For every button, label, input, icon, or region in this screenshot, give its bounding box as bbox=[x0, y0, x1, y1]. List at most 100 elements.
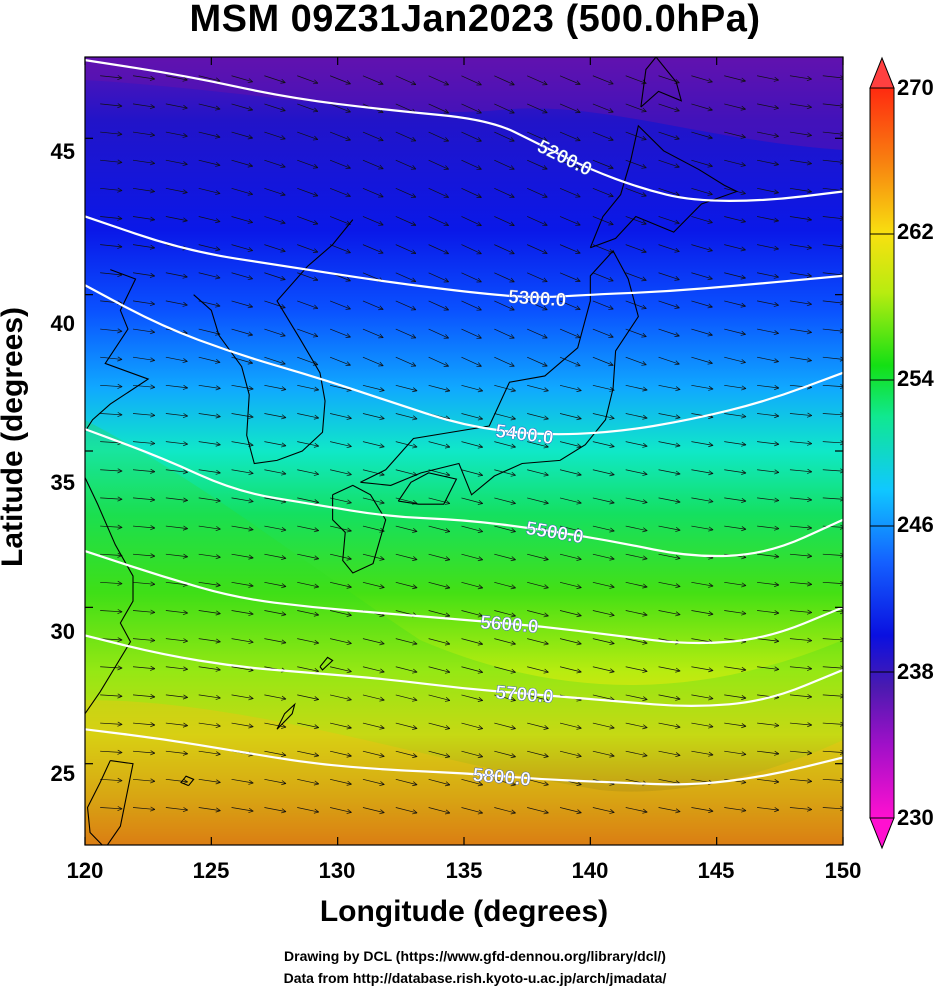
wind-arrow bbox=[297, 722, 319, 728]
wind-arrow-head bbox=[183, 384, 188, 389]
wind-arrow-head bbox=[774, 669, 780, 672]
wind-arrow-head bbox=[248, 359, 253, 364]
wind-arrow-head bbox=[577, 752, 582, 757]
wind-arrow-head bbox=[643, 499, 648, 503]
wind-arrow-head bbox=[741, 528, 747, 532]
wind-arrow bbox=[198, 103, 221, 110]
wind-arrow bbox=[592, 722, 615, 729]
wind-arrow-head bbox=[215, 362, 221, 364]
wind-arrow-head bbox=[215, 133, 221, 138]
wind-arrow-head bbox=[379, 249, 384, 254]
wind-arrow-head bbox=[247, 306, 253, 309]
wind-arrow-head bbox=[478, 668, 483, 673]
wind-arrow-head bbox=[281, 135, 286, 140]
wind-arrow bbox=[527, 75, 548, 86]
wind-arrow bbox=[691, 497, 714, 503]
wind-arrow-head bbox=[150, 527, 156, 531]
wind-arrow-head bbox=[740, 137, 746, 139]
wind-arrow-head bbox=[380, 387, 385, 391]
wind-arrow bbox=[559, 413, 582, 420]
wind-arrow bbox=[461, 807, 483, 814]
wind-arrow-head bbox=[675, 726, 681, 729]
wind-arrow bbox=[428, 384, 450, 392]
wind-arrow-head bbox=[346, 79, 351, 85]
wind-arrow-head bbox=[774, 612, 780, 616]
wind-arrow bbox=[658, 666, 681, 672]
wind-arrow-head bbox=[478, 80, 482, 86]
wind-arrow-head bbox=[313, 417, 319, 420]
wind-arrow bbox=[362, 328, 384, 338]
wind-arrow-head bbox=[741, 469, 747, 474]
wind-arrow bbox=[165, 216, 188, 222]
wind-arrow bbox=[132, 497, 155, 501]
wind-arrow-head bbox=[773, 79, 779, 82]
wind-arrow bbox=[789, 159, 812, 164]
wind-arrow bbox=[428, 666, 450, 673]
wind-arrow-head bbox=[248, 782, 254, 785]
wind-arrow-head bbox=[412, 671, 418, 674]
wind-arrow bbox=[198, 638, 221, 643]
wind-arrow bbox=[100, 525, 123, 528]
wind-arrow bbox=[330, 807, 352, 813]
wind-arrow-head bbox=[183, 413, 188, 417]
wind-arrow-head bbox=[117, 133, 123, 137]
wind-arrow-head bbox=[741, 133, 746, 138]
wind-arrow bbox=[494, 131, 515, 142]
wind-arrow-head bbox=[774, 105, 779, 109]
wind-arrow-head bbox=[609, 530, 615, 533]
wind-arrow-head bbox=[215, 556, 221, 560]
wind-arrow-head bbox=[281, 332, 286, 337]
wind-arrow-head bbox=[740, 249, 746, 252]
wind-arrow-head bbox=[774, 330, 779, 334]
wind-arrow bbox=[428, 328, 449, 339]
wind-arrow bbox=[559, 384, 582, 391]
wind-arrow-head bbox=[117, 105, 123, 109]
wind-arrow bbox=[264, 750, 287, 756]
wind-arrow-head bbox=[511, 499, 516, 504]
contour-label: 5800.0 bbox=[472, 765, 532, 791]
wind-arrow-head bbox=[511, 471, 516, 476]
wind-arrow bbox=[559, 216, 581, 226]
wind-arrow-head bbox=[445, 362, 449, 367]
wind-arrow bbox=[494, 553, 516, 561]
wind-arrow-head bbox=[281, 414, 287, 418]
wind-arrow-head bbox=[412, 446, 418, 449]
wind-arrow bbox=[559, 188, 581, 198]
wind-arrow-head bbox=[577, 471, 582, 476]
wind-arrow bbox=[527, 666, 549, 673]
wind-arrow-head bbox=[313, 642, 319, 645]
wind-arrow bbox=[757, 216, 779, 222]
wind-arrow-head bbox=[740, 221, 746, 224]
wind-arrow bbox=[198, 469, 221, 474]
wind-arrow bbox=[494, 356, 515, 367]
wind-arrow-head bbox=[741, 274, 746, 279]
wind-arrow bbox=[789, 131, 812, 136]
wind-arrow-head bbox=[773, 220, 779, 223]
wind-arrow-head bbox=[183, 807, 188, 811]
wind-arrow-head bbox=[643, 808, 648, 813]
wind-arrow bbox=[329, 216, 351, 225]
wind-arrow-head bbox=[675, 470, 681, 475]
wind-arrow bbox=[822, 750, 843, 753]
wind-arrow-head bbox=[543, 80, 548, 85]
wind-arrow bbox=[100, 553, 123, 556]
wind-arrow-head bbox=[610, 696, 615, 701]
warm-tongue-shade bbox=[85, 420, 843, 845]
wind-arrow-head bbox=[708, 190, 713, 195]
wind-arrow-head bbox=[445, 668, 451, 673]
wind-arrow-head bbox=[708, 162, 713, 167]
wind-arrow-head bbox=[281, 726, 287, 729]
wind-arrow-head bbox=[117, 356, 123, 360]
wind-arrow-head bbox=[774, 245, 779, 250]
wind-arrow-head bbox=[478, 471, 483, 476]
wind-arrow-head bbox=[576, 361, 581, 367]
wind-arrow-head bbox=[314, 752, 319, 757]
wind-arrow bbox=[822, 581, 843, 585]
wind-arrow-head bbox=[675, 498, 681, 503]
wind-arrow bbox=[362, 469, 385, 476]
wind-arrow-head bbox=[576, 559, 582, 561]
wind-arrow-head bbox=[544, 640, 549, 645]
wind-arrow-head bbox=[510, 305, 515, 311]
wind-arrow-head bbox=[576, 108, 581, 113]
wind-arrow bbox=[527, 188, 548, 198]
